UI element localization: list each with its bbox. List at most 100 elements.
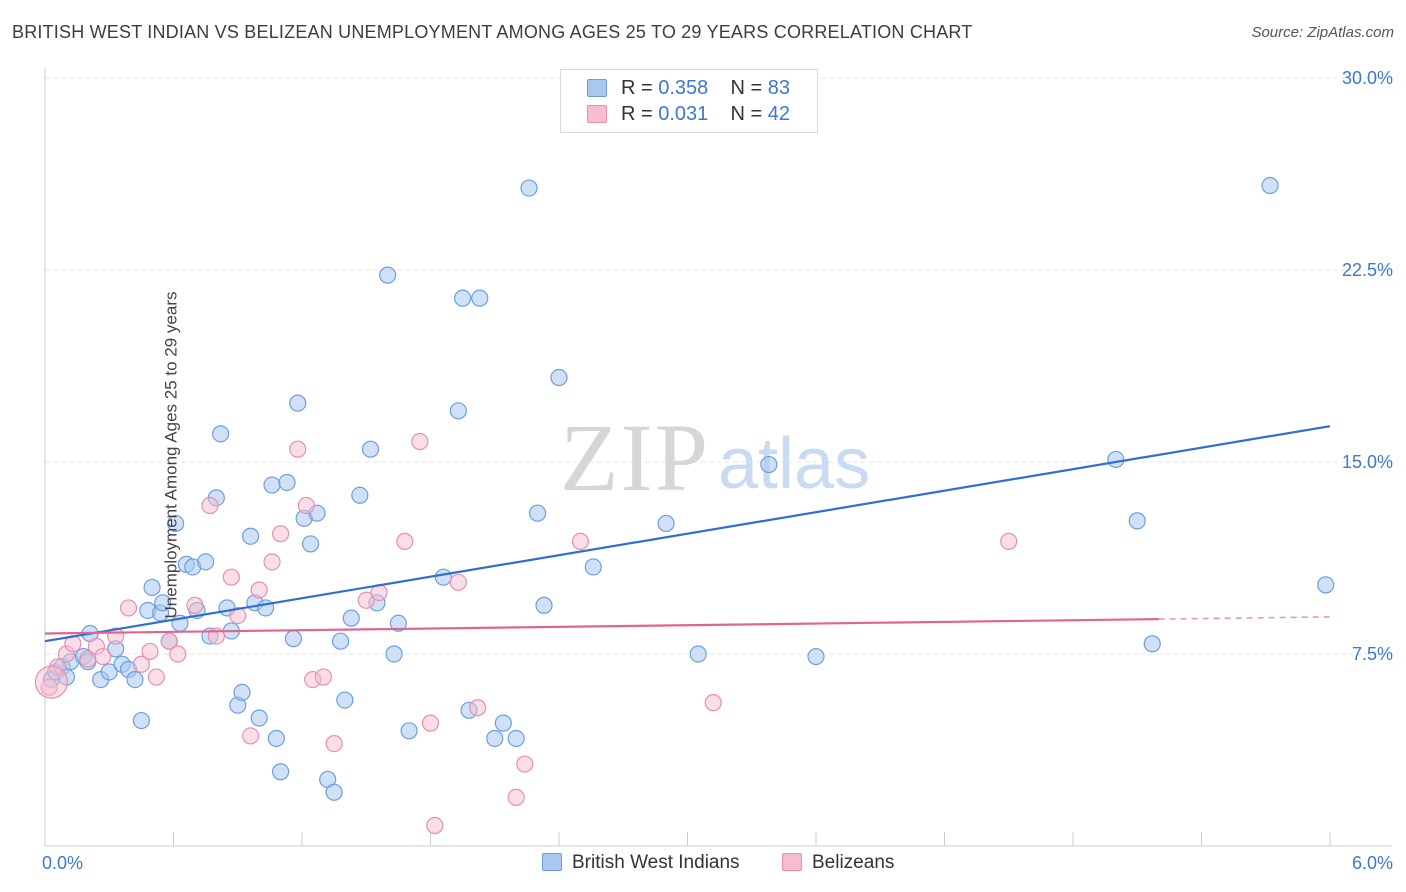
trend-line-british-west-indians xyxy=(44,425,1331,643)
data-point-british-west-indians xyxy=(284,630,303,648)
data-point-british-west-indians xyxy=(250,709,268,727)
data-point-british-west-indians xyxy=(1261,176,1279,195)
data-point-british-west-indians xyxy=(242,527,260,545)
data-point-british-west-indians xyxy=(267,729,285,748)
data-point-belizeans xyxy=(449,573,467,591)
watermark-atlas: atlas xyxy=(718,424,870,504)
data-point-belizeans xyxy=(325,734,343,753)
legend-n-value: 83 xyxy=(767,77,791,99)
data-point-belizeans xyxy=(271,525,290,543)
data-point-belizeans xyxy=(169,645,187,663)
data-point-british-west-indians xyxy=(143,578,161,597)
x-tick-label: 0.0% xyxy=(42,853,83,873)
data-point-belizeans xyxy=(94,647,112,666)
data-point-british-west-indians xyxy=(807,647,825,666)
data-point-british-west-indians xyxy=(1128,512,1146,530)
pink-swatch xyxy=(587,105,607,123)
data-point-belizeans xyxy=(160,632,178,650)
data-point-british-west-indians xyxy=(126,670,144,689)
bottom-legend-belizeans[interactable]: Belizeans xyxy=(782,852,894,874)
legend-r-label: R = xyxy=(621,77,653,99)
data-point-british-west-indians xyxy=(212,425,230,443)
y-tick-label: 7.5% xyxy=(1352,644,1393,664)
source-label: Source: ZipAtlas.com xyxy=(1251,24,1394,41)
data-point-british-west-indians xyxy=(361,440,380,458)
data-point-belizeans xyxy=(516,755,534,773)
data-point-british-west-indians xyxy=(289,394,307,412)
data-point-belizeans xyxy=(132,655,150,673)
data-point-belizeans xyxy=(263,553,281,571)
data-point-british-west-indians xyxy=(301,535,320,553)
y-axis-label: Unemployment Among Ages 25 to 29 years xyxy=(161,291,181,619)
data-point-belizeans xyxy=(297,496,315,515)
data-point-belizeans xyxy=(141,642,159,661)
data-point-belizeans xyxy=(357,591,375,609)
data-point-british-west-indians xyxy=(584,558,602,576)
data-point-british-west-indians xyxy=(263,476,281,494)
data-point-belizeans xyxy=(186,596,204,614)
correlation-legend: R = 0.358 N = 83 R = 0.031 N = 42 xyxy=(560,69,818,133)
data-point-belizeans xyxy=(411,432,429,451)
data-point-british-west-indians xyxy=(1107,450,1125,469)
data-point-belizeans xyxy=(1000,532,1018,550)
data-point-british-west-indians xyxy=(550,368,568,387)
data-point-belizeans xyxy=(222,568,240,586)
data-point-belizeans xyxy=(229,606,247,625)
data-point-british-west-indians xyxy=(449,402,467,420)
data-point-belizeans xyxy=(426,816,444,835)
data-point-british-west-indians xyxy=(657,514,675,533)
data-point-british-west-indians xyxy=(507,729,525,748)
data-point-belizeans xyxy=(119,599,138,617)
data-point-belizeans xyxy=(469,699,487,717)
data-point-british-west-indians xyxy=(336,691,354,709)
data-point-belizeans xyxy=(396,532,414,550)
data-point-belizeans xyxy=(250,581,268,599)
data-point-belizeans xyxy=(242,727,260,745)
data-point-british-west-indians xyxy=(471,289,489,307)
watermark: ZIP atlas xyxy=(560,404,870,511)
pink-swatch xyxy=(782,853,802,871)
data-point-british-west-indians xyxy=(278,473,296,492)
data-point-british-west-indians xyxy=(100,663,118,681)
bottom-legend-british-west-indians[interactable]: British West Indians xyxy=(542,852,740,874)
data-point-british-west-indians xyxy=(486,729,504,748)
watermark-zip: ZIP xyxy=(560,404,710,511)
data-point-british-west-indians xyxy=(520,179,538,197)
data-point-belizeans xyxy=(289,440,307,458)
data-point-british-west-indians xyxy=(342,609,360,627)
data-point-british-west-indians xyxy=(760,455,778,474)
data-point-british-west-indians xyxy=(379,266,397,284)
data-point-british-west-indians xyxy=(197,553,215,571)
data-point-british-west-indians xyxy=(389,614,407,632)
data-point-british-west-indians xyxy=(233,683,251,702)
legend-r-value: 0.031 xyxy=(658,103,709,125)
bottom-legend-label: British West Indians xyxy=(572,852,740,873)
data-point-belizeans xyxy=(34,665,69,699)
data-point-british-west-indians xyxy=(400,722,418,740)
data-point-british-west-indians xyxy=(454,289,472,307)
data-point-british-west-indians xyxy=(351,486,369,504)
data-point-british-west-indians xyxy=(385,645,403,663)
chart-title: BRITISH WEST INDIAN VS BELIZEAN UNEMPLOY… xyxy=(12,22,973,42)
legend-r-value: 0.358 xyxy=(658,77,709,99)
legend-n-value: 42 xyxy=(767,103,791,125)
data-point-british-west-indians xyxy=(154,594,172,612)
data-point-belizeans xyxy=(507,788,525,806)
trend-line-belizeans-extension xyxy=(1158,616,1331,620)
blue-swatch xyxy=(587,79,607,97)
trend-line-belizeans xyxy=(44,617,1159,635)
data-point-british-west-indians xyxy=(535,596,553,614)
data-point-belizeans xyxy=(201,496,219,515)
data-point-british-west-indians xyxy=(494,714,512,732)
data-point-belizeans xyxy=(571,532,590,550)
legend-n-label: N = xyxy=(730,77,763,99)
data-point-british-west-indians xyxy=(132,711,150,730)
data-point-british-west-indians xyxy=(434,568,452,586)
y-tick-label: 15.0% xyxy=(1342,452,1393,472)
data-point-belizeans xyxy=(421,714,440,732)
data-point-belizeans xyxy=(704,694,722,712)
blue-swatch xyxy=(542,853,562,871)
data-point-british-west-indians xyxy=(528,504,547,522)
x-tick-label: 6.0% xyxy=(1352,853,1393,873)
